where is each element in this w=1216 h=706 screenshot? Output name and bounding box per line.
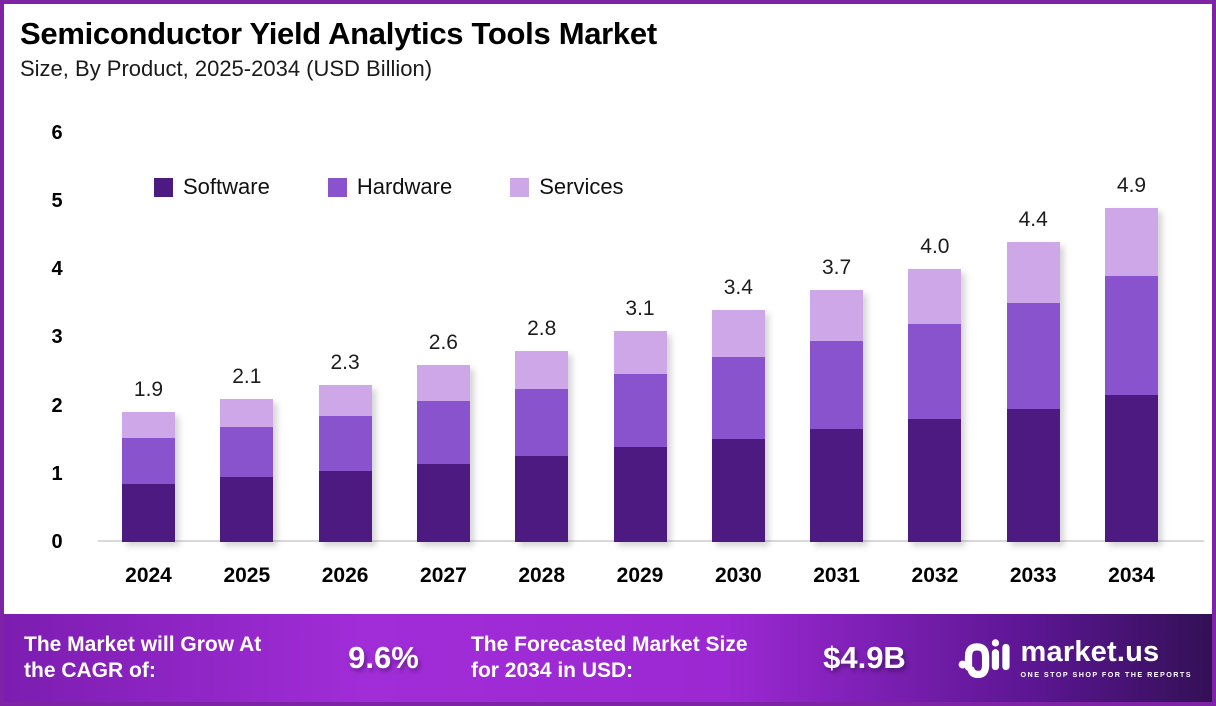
bar-segment-services-2028: [515, 351, 569, 389]
bar-segment-services-2032: [908, 269, 962, 324]
bar-2024: [122, 412, 175, 542]
bar-2029: [613, 330, 667, 542]
bar-segment-software-2033: [1006, 408, 1060, 542]
cagr-value: 9.6%: [348, 640, 419, 675]
legend: Software Hardware Services: [154, 174, 624, 200]
forecast-label: The Forecasted Market Size for 2034 in U…: [470, 632, 748, 682]
legend-label-services: Services: [539, 174, 624, 199]
legend-label-software: Software: [183, 174, 270, 199]
bar-segment-hardware-2026: [318, 415, 372, 472]
bar-segment-software-2027: [416, 463, 470, 542]
bar-segment-services-2029: [613, 330, 667, 374]
total-label-2027: 2.6: [428, 330, 458, 354]
ytick-6: 6: [51, 121, 63, 144]
bar-2031: [810, 289, 864, 542]
bar-segment-services-2027: [416, 364, 470, 401]
bar-segment-software-2026: [318, 471, 372, 542]
xtick-2024: 2024: [125, 564, 172, 587]
total-label-2034: 4.9: [1116, 173, 1147, 197]
bar-segment-hardware-2033: [1006, 303, 1060, 409]
legend-label-hardware: Hardware: [356, 174, 453, 199]
bar-2028: [515, 351, 569, 542]
bar-segment-software-2031: [810, 429, 864, 542]
bar-segment-services-2026: [318, 385, 372, 416]
bar-segment-hardware-2032: [908, 323, 962, 420]
xtick-2029: 2029: [616, 564, 664, 587]
bar-segment-services-2030: [711, 310, 765, 358]
bar-segment-services-2034: [1105, 207, 1158, 276]
bar-segment-software-2032: [908, 419, 962, 542]
brand-logo: market.us ONE STOP SHOP FOR THE REPORTS: [958, 629, 1192, 687]
total-label-2024: 1.9: [133, 378, 164, 402]
footer-banner: The Market will Grow At the CAGR of: 9.6…: [4, 614, 1212, 702]
total-label-2026: 2.3: [330, 351, 360, 375]
legend-item-services: Services: [510, 174, 624, 200]
bar-segment-hardware-2031: [810, 340, 864, 430]
total-label-2029: 3.1: [625, 296, 655, 320]
bar-segment-hardware-2028: [515, 388, 569, 457]
bar-segment-software-2028: [515, 456, 569, 542]
xtick-2031: 2031: [813, 564, 860, 587]
chart-header: Semiconductor Yield Analytics Tools Mark…: [20, 16, 657, 82]
page-title: Semiconductor Yield Analytics Tools Mark…: [20, 16, 657, 51]
bar-segment-software-2029: [613, 447, 667, 542]
bar-segment-hardware-2030: [711, 357, 765, 439]
brand-name: market.us: [1020, 635, 1160, 668]
ytick-3: 3: [51, 326, 63, 349]
bar-segment-services-2024: [122, 412, 175, 438]
total-label-2031: 3.7: [821, 255, 852, 279]
bar-segment-services-2025: [220, 398, 274, 427]
bar-2033: [1006, 241, 1060, 542]
bar-2030: [711, 310, 765, 542]
bar-2025: [220, 398, 274, 542]
total-label-2025: 2.1: [232, 364, 262, 388]
brand-text: market.us ONE STOP SHOP FOR THE REPORTS: [1020, 635, 1192, 679]
legend-swatch-software: [154, 177, 173, 197]
xtick-2025: 2025: [223, 564, 271, 587]
bar-segment-services-2031: [810, 289, 864, 341]
stacked-bar-chart: 0 1 2 3 4 5 6 1.9 2.1 2.3 2.6 2.8 3.1 3.4 3.7 4.0 4.4 4.…: [4, 4, 1212, 702]
cagr-label: The Market will Grow At the CAGR of:: [24, 632, 262, 682]
bar-segment-software-2034: [1105, 395, 1158, 542]
bar-segment-hardware-2024: [122, 437, 175, 484]
ytick-4: 4: [51, 258, 63, 281]
market-us-logo-icon: [958, 639, 1010, 679]
bar-segment-software-2024: [122, 484, 175, 542]
xtick-2030: 2030: [714, 564, 762, 587]
bar-2034: [1105, 207, 1158, 542]
legend-item-hardware: Hardware: [327, 174, 453, 200]
legend-item-software: Software: [154, 174, 270, 200]
total-label-2033: 4.4: [1018, 207, 1048, 231]
bar-segment-hardware-2034: [1105, 276, 1158, 396]
xtick-2027: 2027: [420, 564, 467, 587]
ytick-1: 1: [51, 462, 63, 485]
legend-swatch-services: [510, 177, 530, 197]
legend-swatch-hardware: [327, 177, 347, 197]
ytick-2: 2: [51, 394, 63, 417]
bar-2027: [416, 364, 470, 542]
xtick-2034: 2034: [1108, 564, 1155, 587]
bar-segment-hardware-2027: [416, 400, 470, 464]
xtick-2026: 2026: [321, 564, 369, 587]
total-label-2032: 4.0: [920, 235, 950, 259]
brand-tagline: ONE STOP SHOP FOR THE REPORTS: [1020, 669, 1192, 679]
bar-segment-software-2030: [711, 438, 765, 542]
ytick-5: 5: [51, 190, 63, 212]
bar-segment-hardware-2029: [613, 373, 667, 448]
bar-2032: [908, 269, 962, 542]
total-label-2028: 2.8: [527, 317, 557, 341]
total-label-2030: 3.4: [723, 276, 753, 300]
xtick-2032: 2032: [911, 564, 959, 587]
xtick-2033: 2033: [1009, 564, 1057, 587]
page-subtitle: Size, By Product, 2025-2034 (USD Billion…: [20, 56, 433, 81]
bar-segment-hardware-2025: [220, 426, 274, 478]
bar-2026: [318, 385, 372, 542]
forecast-value: $4.9B: [823, 640, 906, 675]
bar-segment-software-2025: [220, 477, 274, 542]
ytick-0: 0: [51, 531, 63, 553]
bar-segment-services-2033: [1006, 241, 1060, 304]
xtick-2028: 2028: [518, 564, 566, 587]
